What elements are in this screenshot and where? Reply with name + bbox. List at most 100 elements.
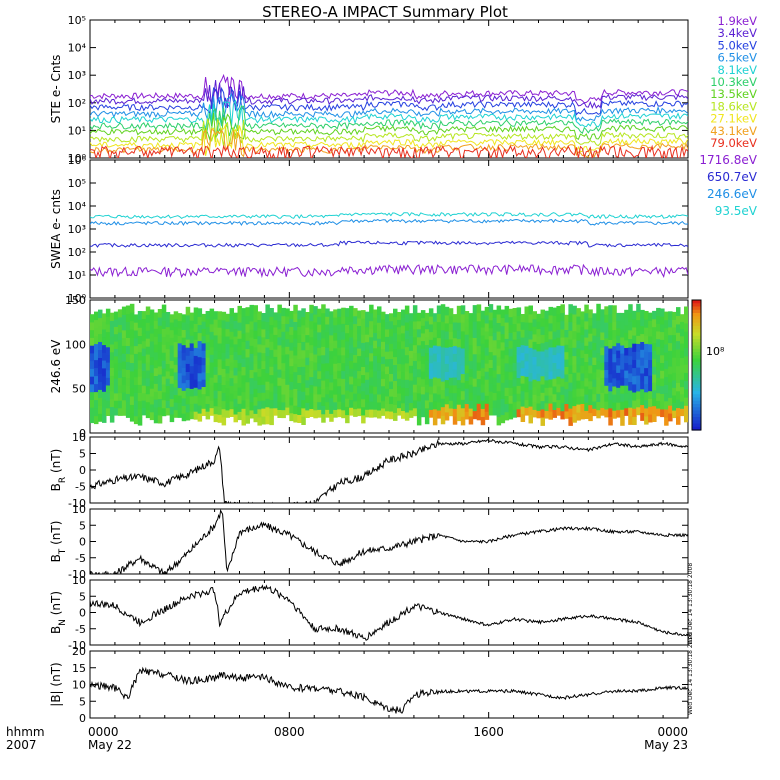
heatmap-cell bbox=[217, 406, 223, 415]
heatmap-cell bbox=[377, 394, 382, 403]
heatmap-cell bbox=[664, 392, 669, 402]
heatmap-cell bbox=[153, 328, 159, 337]
heatmap-cell bbox=[548, 330, 553, 340]
heatmap-cell bbox=[209, 308, 215, 317]
heatmap-cell bbox=[536, 328, 541, 337]
heatmap-cell bbox=[644, 399, 649, 409]
heatmap-cell bbox=[229, 308, 234, 317]
heatmap-cell bbox=[484, 395, 490, 404]
heatmap-cell bbox=[201, 371, 207, 380]
heatmap-cell bbox=[664, 352, 669, 361]
heatmap-cell bbox=[608, 356, 613, 366]
heatmap-cell bbox=[325, 355, 330, 364]
heatmap-cell bbox=[484, 355, 490, 364]
heatmap-cell bbox=[488, 399, 494, 408]
heatmap-cell bbox=[496, 348, 502, 358]
heatmap-cell bbox=[149, 356, 155, 366]
heatmap-cell bbox=[193, 379, 199, 388]
ste-series-line bbox=[90, 73, 688, 105]
heatmap-cell bbox=[564, 336, 569, 345]
heatmap-cell bbox=[393, 316, 398, 326]
heatmap-cell bbox=[337, 347, 342, 356]
heatmap-cell bbox=[552, 370, 557, 379]
heatmap-cell bbox=[149, 325, 155, 334]
heatmap-cell bbox=[265, 398, 270, 408]
heatmap-cell bbox=[632, 343, 637, 352]
heatmap-cell bbox=[125, 409, 131, 418]
heatmap-cell bbox=[536, 403, 541, 411]
heatmap-cell bbox=[428, 323, 434, 333]
heatmap-cell bbox=[580, 365, 585, 374]
heatmap-cell bbox=[664, 376, 669, 386]
heatmap-cell bbox=[345, 316, 350, 325]
heatmap-cell bbox=[604, 314, 609, 323]
heatmap-cell bbox=[616, 320, 621, 329]
heatmap-cell bbox=[397, 334, 402, 342]
heatmap-cell bbox=[117, 385, 123, 394]
heatmap-cell bbox=[385, 373, 390, 382]
heatmap-cell bbox=[369, 320, 374, 330]
heatmap-cell bbox=[305, 379, 310, 388]
heatmap-cell bbox=[640, 388, 645, 398]
heatmap-cell bbox=[444, 306, 450, 316]
heatmap-cell bbox=[476, 312, 482, 322]
heatmap-cell bbox=[548, 387, 553, 396]
heatmap-cell bbox=[221, 416, 227, 426]
heatmap-cell bbox=[381, 400, 386, 409]
heatmap-cell bbox=[620, 401, 625, 410]
heatmap-cell bbox=[401, 348, 406, 357]
heatmap-cell bbox=[337, 324, 342, 333]
heatmap-cell bbox=[245, 332, 250, 341]
heatmap-cell bbox=[552, 362, 557, 371]
heatmap-cell bbox=[313, 346, 318, 355]
heatmap-cell bbox=[285, 407, 290, 416]
heatmap-cell bbox=[504, 371, 510, 380]
heatmap-cell bbox=[273, 334, 278, 343]
heatmap-cell bbox=[620, 329, 625, 338]
heatmap-cell bbox=[636, 303, 641, 313]
heatmap-cell bbox=[197, 332, 203, 342]
heatmap-cell bbox=[672, 334, 677, 343]
heatmap-cell bbox=[576, 412, 581, 421]
heatmap-cell bbox=[113, 407, 119, 416]
heatmap-cell bbox=[508, 332, 514, 341]
heatmap-cell bbox=[185, 411, 191, 421]
heatmap-cell bbox=[676, 374, 681, 383]
heatmap-cell bbox=[169, 360, 175, 369]
heatmap-cell bbox=[365, 349, 370, 358]
heatmap-cell bbox=[616, 394, 621, 403]
legend-ste-item: 8.1keV bbox=[718, 63, 758, 77]
heatmap-cell bbox=[608, 330, 613, 340]
heatmap-cell bbox=[588, 333, 593, 342]
heatmap-cell bbox=[209, 384, 215, 393]
heatmap-cell bbox=[309, 304, 314, 314]
heatmap-cell bbox=[668, 405, 673, 414]
heatmap-cell bbox=[460, 399, 466, 409]
heatmap-cell bbox=[257, 327, 262, 337]
heatmap-cell bbox=[512, 378, 518, 387]
heatmap-cell bbox=[201, 393, 207, 402]
heatmap-cell bbox=[305, 319, 310, 328]
heatmap-cell bbox=[125, 361, 131, 370]
heatmap-cell bbox=[117, 362, 123, 371]
heatmap-cell bbox=[596, 360, 601, 370]
heatmap-cell bbox=[377, 354, 382, 363]
colorbar-cell bbox=[692, 371, 701, 376]
heatmap-cell bbox=[484, 379, 490, 388]
heatmap-cell bbox=[113, 348, 119, 357]
field-series-line bbox=[90, 666, 688, 714]
heatmap-cell bbox=[656, 307, 661, 317]
heatmap-cell bbox=[261, 416, 266, 425]
heatmap-cell bbox=[428, 409, 434, 418]
colorbar-cell bbox=[692, 345, 701, 350]
heatmap-cell bbox=[436, 305, 442, 314]
heatmap-cell bbox=[381, 326, 386, 335]
heatmap-cell bbox=[237, 387, 242, 396]
heatmap-cell bbox=[137, 368, 143, 377]
heatmap-cell bbox=[125, 337, 131, 346]
heatmap-cell bbox=[456, 322, 462, 331]
heatmap-cell bbox=[121, 399, 127, 409]
heatmap-cell bbox=[660, 347, 665, 356]
colorbar-frame bbox=[691, 299, 702, 431]
heatmap-cell bbox=[464, 388, 470, 397]
